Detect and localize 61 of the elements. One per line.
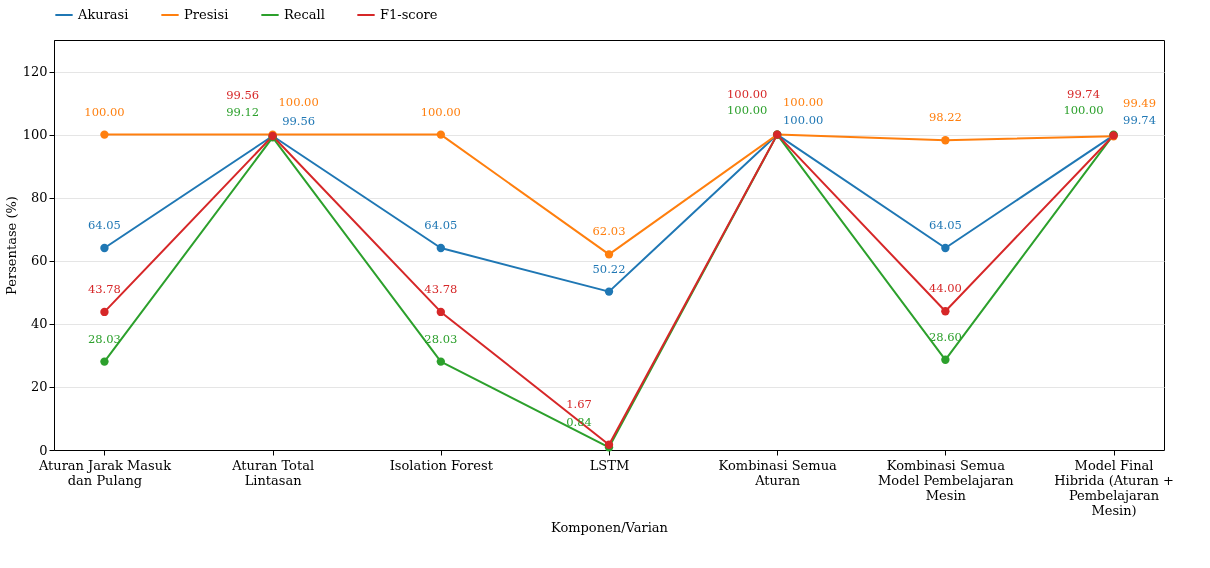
- data-label: 98.22: [928, 110, 962, 125]
- point: [436, 243, 445, 253]
- data-label: 28.03: [87, 331, 121, 346]
- legend-label: Presisi: [184, 7, 229, 22]
- data-label: 100.00: [727, 102, 768, 117]
- data-label: 1.67: [566, 396, 592, 411]
- legend-label: F1-score: [380, 7, 438, 22]
- data-label: 64.05: [424, 218, 458, 232]
- data-label: 100.00: [420, 104, 461, 119]
- data-label: 99.12: [226, 105, 260, 120]
- point: [941, 307, 950, 316]
- point: [100, 307, 109, 317]
- data-label: 100.00: [278, 94, 319, 109]
- y-tick-label: 120: [22, 64, 48, 80]
- data-label: 99.49: [1123, 96, 1157, 111]
- data-label: 64.05: [928, 218, 962, 232]
- legend-label: Recall: [284, 7, 325, 22]
- data-label: 62.03: [592, 224, 626, 239]
- data-label: 100.00: [783, 112, 824, 127]
- data-label: 64.05: [87, 218, 121, 232]
- data-label: 99.56: [282, 114, 316, 128]
- data-label: 28.03: [424, 331, 458, 346]
- data-label: 99.56: [226, 88, 260, 102]
- y-tick-label: 40: [30, 316, 48, 332]
- y-axis-title: Persentase (%): [3, 196, 19, 295]
- x-tick-label: Kombinasi Semua Model Pembelajaran Mesin: [878, 457, 1015, 503]
- x-tick-label: Aturan Total Lintasan: [231, 457, 315, 488]
- data-label: 100.00: [783, 94, 824, 109]
- legend-label: Akurasi: [77, 7, 129, 22]
- data-label: 50.22: [592, 261, 626, 276]
- data-label: 99.74: [1123, 113, 1157, 128]
- point: [941, 355, 950, 364]
- point: [941, 136, 950, 145]
- point: [436, 357, 445, 366]
- y-tick-label: 20: [30, 379, 48, 395]
- x-tick-label: Kombinasi Semua Aturan: [718, 457, 837, 488]
- point: [100, 130, 109, 139]
- point: [100, 357, 109, 366]
- data-label: 44.00: [928, 281, 962, 296]
- data-label: 43.78: [424, 281, 458, 296]
- x-tick-label: Model Final Hibrida (Aturan + Pembelajaran Mesin): [1054, 457, 1174, 518]
- point: [436, 307, 445, 317]
- point: [941, 243, 950, 253]
- data-label: 100.00: [727, 86, 768, 101]
- y-tick-label: 60: [30, 253, 48, 269]
- x-axis-title: Komponen/Varian: [551, 519, 669, 535]
- data-label: 99.74: [1067, 87, 1101, 102]
- point: [604, 287, 614, 296]
- point: [100, 243, 109, 253]
- data-label: 43.78: [87, 281, 121, 296]
- x-tick-label: LSTM: [589, 457, 630, 473]
- y-tick-label: 100: [22, 127, 48, 143]
- point: [604, 250, 614, 259]
- y-tick-label: 80: [30, 190, 48, 206]
- x-tick-label: Aturan Jarak Masuk dan Pulang: [37, 457, 172, 488]
- data-label: 28.60: [928, 329, 962, 344]
- y-tick-label: 0: [39, 442, 48, 458]
- data-label: 100.00: [84, 104, 125, 119]
- data-label: 100.00: [1063, 102, 1104, 117]
- x-tick-label: Isolation Forest: [389, 457, 494, 473]
- point: [436, 130, 445, 139]
